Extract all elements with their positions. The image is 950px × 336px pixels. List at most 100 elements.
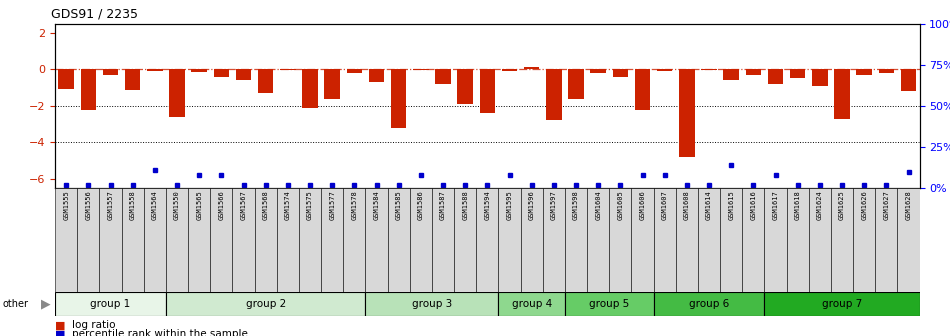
Bar (413, 69, 428, 70)
Bar (188, 188, 210, 292)
Bar (257, 69, 274, 93)
Bar (325, 69, 340, 98)
Bar (236, 69, 251, 80)
Bar (166, 188, 188, 292)
Bar (280, 69, 295, 70)
Text: GSM1617: GSM1617 (772, 190, 778, 220)
Text: GSM1568: GSM1568 (263, 190, 269, 220)
Bar (299, 188, 321, 292)
Bar (169, 69, 184, 117)
Bar (143, 188, 166, 292)
Text: GSM1588: GSM1588 (463, 190, 468, 220)
Bar (476, 188, 499, 292)
Text: GSM1606: GSM1606 (639, 190, 645, 220)
Text: ▶: ▶ (41, 298, 50, 310)
Bar (233, 188, 255, 292)
Bar (765, 292, 920, 316)
Bar (343, 188, 366, 292)
Text: GSM1624: GSM1624 (817, 190, 823, 220)
Bar (454, 188, 476, 292)
Text: GSM1578: GSM1578 (352, 190, 357, 220)
Bar (701, 69, 716, 70)
Bar (502, 69, 517, 71)
Bar (255, 188, 276, 292)
Text: GSM1618: GSM1618 (795, 190, 801, 220)
Bar (901, 69, 916, 91)
Bar (409, 188, 432, 292)
Text: GSM1564: GSM1564 (152, 190, 158, 220)
Text: GSM1584: GSM1584 (373, 190, 379, 220)
Bar (568, 69, 583, 98)
Bar (302, 69, 317, 108)
Text: GSM1608: GSM1608 (684, 190, 690, 220)
Text: group 5: group 5 (589, 299, 630, 309)
Bar (565, 292, 654, 316)
Bar (125, 69, 141, 90)
Bar (347, 69, 362, 73)
Text: GSM1598: GSM1598 (573, 190, 579, 220)
Bar (366, 188, 388, 292)
Text: log ratio: log ratio (72, 320, 116, 330)
Text: GSM1596: GSM1596 (529, 190, 535, 220)
Text: group 4: group 4 (511, 299, 552, 309)
Bar (679, 69, 694, 157)
Bar (499, 292, 565, 316)
Bar (654, 292, 765, 316)
Text: GSM1575: GSM1575 (307, 190, 313, 220)
Text: GSM1577: GSM1577 (330, 190, 335, 220)
Bar (698, 188, 720, 292)
Bar (59, 69, 74, 89)
Text: group 3: group 3 (411, 299, 452, 309)
Text: group 6: group 6 (689, 299, 730, 309)
Text: GSM1566: GSM1566 (218, 190, 224, 220)
Text: GSM1614: GSM1614 (706, 190, 712, 220)
Text: GSM1604: GSM1604 (596, 190, 601, 220)
Text: GSM1550: GSM1550 (174, 190, 180, 220)
Text: GSM1597: GSM1597 (551, 190, 557, 220)
Bar (808, 188, 831, 292)
Bar (210, 188, 233, 292)
Bar (853, 188, 875, 292)
Text: GSM1587: GSM1587 (440, 190, 446, 220)
Bar (77, 188, 100, 292)
Text: ■: ■ (55, 329, 66, 336)
Text: GSM1558: GSM1558 (130, 190, 136, 220)
Text: GSM1625: GSM1625 (839, 190, 845, 220)
Bar (768, 69, 783, 84)
Bar (812, 69, 827, 86)
Bar (565, 188, 587, 292)
Bar (542, 188, 565, 292)
Bar (166, 292, 366, 316)
Text: GSM1607: GSM1607 (662, 190, 668, 220)
Text: ■: ■ (55, 320, 66, 330)
Text: GSM1628: GSM1628 (905, 190, 911, 220)
Bar (122, 188, 143, 292)
Text: GSM1574: GSM1574 (285, 190, 291, 220)
Bar (675, 188, 698, 292)
Bar (321, 188, 343, 292)
Bar (276, 188, 299, 292)
Bar (875, 188, 898, 292)
Bar (499, 188, 521, 292)
Bar (147, 69, 162, 71)
Bar (480, 69, 495, 113)
Bar (81, 69, 96, 111)
Text: GSM1557: GSM1557 (107, 190, 113, 220)
Bar (857, 69, 872, 75)
Bar (834, 69, 849, 119)
Bar (632, 188, 654, 292)
Text: GSM1565: GSM1565 (197, 190, 202, 220)
Bar (656, 69, 673, 71)
Text: other: other (3, 299, 28, 309)
Bar (590, 69, 606, 73)
Text: GSM1605: GSM1605 (618, 190, 623, 220)
Text: GDS91 / 2235: GDS91 / 2235 (50, 8, 138, 21)
Bar (524, 68, 540, 69)
Bar (742, 188, 765, 292)
Bar (765, 188, 787, 292)
Bar (521, 188, 542, 292)
Bar (388, 188, 409, 292)
Text: GSM1615: GSM1615 (729, 190, 734, 220)
Bar (587, 188, 609, 292)
Bar (831, 188, 853, 292)
